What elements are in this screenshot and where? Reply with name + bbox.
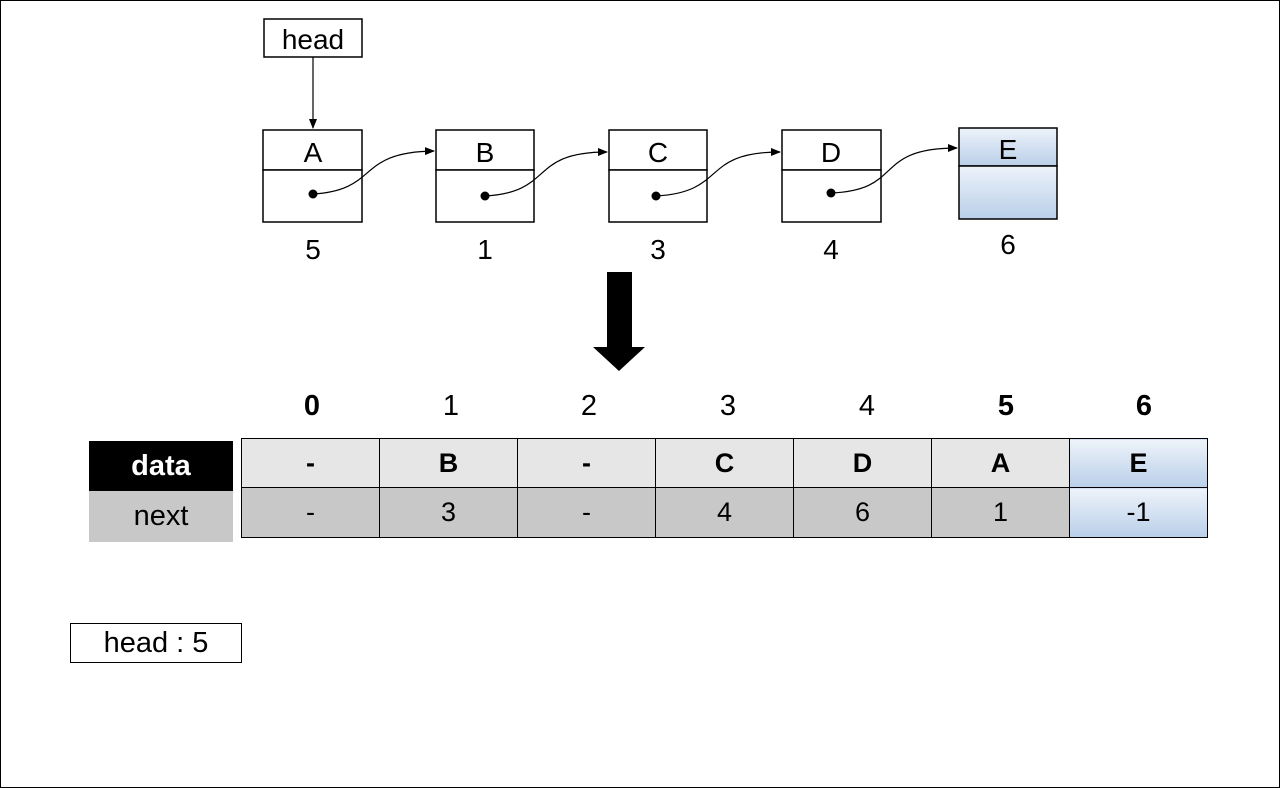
data-cell: D — [793, 438, 932, 488]
node-link-cell — [958, 165, 1058, 220]
data-cell: B — [379, 438, 518, 488]
data-row: - B - C D A E — [241, 438, 1208, 488]
node-address: 1 — [477, 234, 493, 265]
node-data: D — [821, 137, 841, 168]
node-data: C — [648, 137, 668, 168]
data-cell: - — [241, 438, 380, 488]
link-arrow — [484, 148, 608, 197]
down-arrow-icon — [593, 272, 645, 371]
next-cell: - — [241, 487, 380, 538]
head-value-box: head : 5 — [70, 623, 242, 663]
next-cell: 1 — [931, 487, 1070, 538]
list-node-highlighted: E 6 — [958, 127, 1058, 260]
array-index: 0 — [303, 390, 321, 422]
array-table: - B - C D A E - 3 - 4 6 1 -1 — [241, 438, 1208, 538]
data-cell: A — [931, 438, 1070, 488]
next-cell: 4 — [655, 487, 794, 538]
list-node: D 4 — [781, 129, 882, 265]
head-pointer-label: head — [282, 24, 344, 55]
array-index: 6 — [1135, 390, 1153, 422]
data-cell: C — [655, 438, 794, 488]
node-link-arrows — [308, 144, 958, 201]
node-data: E — [999, 134, 1018, 165]
link-arrow — [830, 144, 958, 194]
array-index: 4 — [858, 390, 876, 422]
link-arrow — [312, 147, 435, 195]
next-cell: 3 — [379, 487, 518, 538]
array-index: 1 — [442, 390, 460, 422]
node-address: 5 — [305, 234, 321, 265]
next-cell-highlighted: -1 — [1069, 487, 1208, 538]
row-label-next: next — [89, 491, 233, 542]
node-address: 3 — [650, 234, 666, 265]
array-index: 2 — [580, 390, 598, 422]
node-data-cell — [958, 127, 1058, 167]
node-data: B — [476, 137, 495, 168]
data-cell-highlighted: E — [1069, 438, 1208, 488]
node-data-cell — [262, 129, 363, 171]
node-address: 4 — [823, 234, 839, 265]
array-index: 5 — [997, 390, 1015, 422]
next-cell: - — [517, 487, 656, 538]
next-row: - 3 - 4 6 1 -1 — [241, 487, 1208, 538]
array-index: 3 — [719, 390, 737, 422]
link-arrow — [655, 148, 781, 197]
node-data: A — [304, 137, 323, 168]
node-address: 6 — [1000, 229, 1016, 260]
row-label-data: data — [89, 441, 233, 491]
data-cell: - — [517, 438, 656, 488]
next-cell: 6 — [793, 487, 932, 538]
